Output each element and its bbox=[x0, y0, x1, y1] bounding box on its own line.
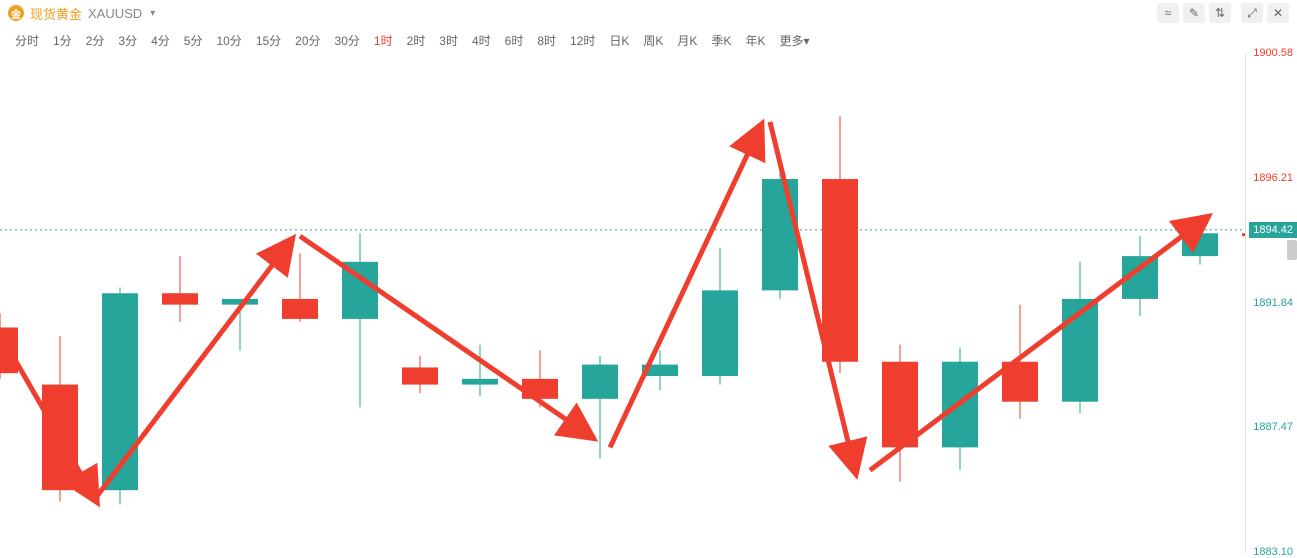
timeframe-3时[interactable]: 3时 bbox=[432, 30, 465, 51]
timeframe-6时[interactable]: 6时 bbox=[498, 30, 531, 51]
draw-button[interactable]: ✎ bbox=[1183, 3, 1205, 23]
symbol-selector[interactable]: 金 现货黄金 XAUUSD ▾ bbox=[8, 4, 155, 23]
indicators-button[interactable]: ≈ bbox=[1157, 3, 1179, 23]
toolbar: ≈ ✎ ⇅ ⤢ ✕ bbox=[1157, 3, 1289, 23]
timeframe-30分[interactable]: 30分 bbox=[328, 30, 367, 51]
timeframe-4时[interactable]: 4时 bbox=[465, 30, 498, 51]
timeframe-月K[interactable]: 月K bbox=[670, 30, 704, 51]
timeframe-2分[interactable]: 2分 bbox=[79, 30, 112, 51]
timeframe-1时[interactable]: 1时 bbox=[367, 30, 400, 51]
timeframe-周K[interactable]: 周K bbox=[636, 30, 670, 51]
chart-container: 金 现货黄金 XAUUSD ▾ ≈ ✎ ⇅ ⤢ ✕ 分时1分2分3分4分5分10… bbox=[0, 0, 1297, 553]
timeframe-3分[interactable]: 3分 bbox=[111, 30, 144, 51]
symbol-name: 现货黄金 bbox=[30, 4, 82, 23]
timeframe-2时[interactable]: 2时 bbox=[400, 30, 433, 51]
timeframe-分时[interactable]: 分时 bbox=[8, 30, 46, 51]
header: 金 现货黄金 XAUUSD ▾ ≈ ✎ ⇅ ⤢ ✕ bbox=[0, 0, 1297, 26]
timeframe-bar: 分时1分2分3分4分5分10分15分20分30分1时2时3时4时6时8时12时日… bbox=[0, 26, 1297, 54]
timeframe-4分[interactable]: 4分 bbox=[144, 30, 177, 51]
timeframe-10分[interactable]: 10分 bbox=[209, 30, 248, 51]
y-axis-label: 1891.84 bbox=[1253, 297, 1293, 309]
symbol-ticker: XAUUSD bbox=[88, 6, 142, 21]
candlestick-chart bbox=[0, 54, 1245, 553]
settings-button[interactable]: ⇅ bbox=[1209, 3, 1231, 23]
timeframe-15分[interactable]: 15分 bbox=[249, 30, 288, 51]
timeframe-年K[interactable]: 年K bbox=[738, 30, 772, 51]
close-button[interactable]: ✕ bbox=[1267, 3, 1289, 23]
timeframe-8时[interactable]: 8时 bbox=[530, 30, 563, 51]
chart-area[interactable] bbox=[0, 54, 1245, 553]
y-axis-label: 1887.47 bbox=[1253, 421, 1293, 433]
chevron-down-icon: ▾ bbox=[150, 8, 155, 19]
expand-button[interactable]: ⤢ bbox=[1241, 3, 1263, 23]
y-axis-label: 1896.21 bbox=[1253, 172, 1293, 184]
y-axis: 1900.581896.211891.841887.471883.101894.… bbox=[1245, 54, 1297, 553]
timeframe-12时[interactable]: 12时 bbox=[563, 30, 602, 51]
timeframe-季K[interactable]: 季K bbox=[704, 30, 738, 51]
timeframe-1分[interactable]: 1分 bbox=[46, 30, 79, 51]
y-axis-label: 1900.58 bbox=[1253, 47, 1293, 59]
current-price-tag: 1894.42 bbox=[1249, 222, 1297, 238]
scroll-handle[interactable] bbox=[1287, 240, 1297, 260]
timeframe-5分[interactable]: 5分 bbox=[177, 30, 210, 51]
timeframe-20分[interactable]: 20分 bbox=[288, 30, 327, 51]
timeframe-更多▾[interactable]: 更多▾ bbox=[772, 30, 816, 51]
timeframe-日K[interactable]: 日K bbox=[602, 30, 636, 51]
symbol-icon: 金 bbox=[8, 5, 24, 21]
y-axis-label: 1883.10 bbox=[1253, 546, 1293, 558]
